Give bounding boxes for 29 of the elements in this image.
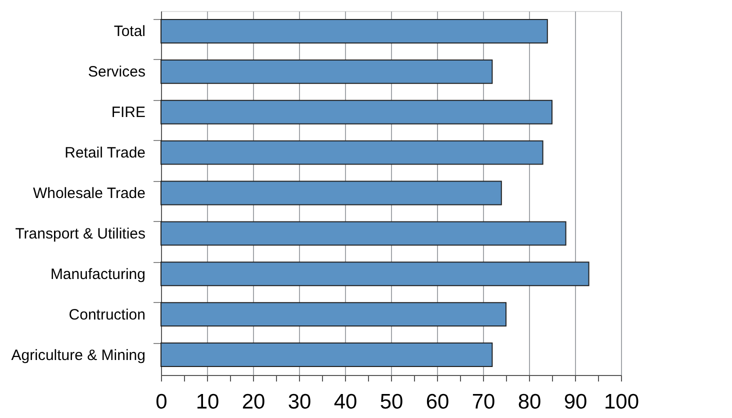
x-tick-label: 0 <box>156 390 168 414</box>
bar <box>160 221 566 246</box>
bar <box>160 180 502 206</box>
x-tick-label: 40 <box>334 390 358 414</box>
bar <box>160 302 506 327</box>
x-tick-label: 30 <box>288 390 312 414</box>
y-tick-label: Services <box>88 64 146 81</box>
x-tick-label: 90 <box>564 390 588 414</box>
y-tick-label: Transport & Utilities <box>15 225 146 242</box>
bar <box>160 59 493 84</box>
x-tick-label: 100 <box>604 390 640 414</box>
bar <box>160 140 544 165</box>
bar <box>160 18 548 44</box>
x-tick-label: 80 <box>518 390 542 414</box>
y-tick-label: FIRE <box>111 104 146 122</box>
bar <box>160 342 493 368</box>
y-tick-label: Retail Trade <box>64 144 146 162</box>
y-tick-label: Total <box>114 23 146 40</box>
x-tick-label: 10 <box>196 390 220 414</box>
bar <box>160 100 552 124</box>
x-tick-label: 60 <box>426 390 450 414</box>
y-tick-label: Agriculture & Mining <box>11 346 146 364</box>
x-tick-label: 20 <box>242 390 266 414</box>
bar <box>160 262 590 286</box>
y-tick-label: Contruction <box>68 306 146 324</box>
x-tick-label: 70 <box>472 390 496 414</box>
x-tick-label: 50 <box>380 390 404 414</box>
y-tick-label: Manufacturing <box>50 266 146 283</box>
y-tick-label: Wholesale Trade <box>32 185 146 202</box>
